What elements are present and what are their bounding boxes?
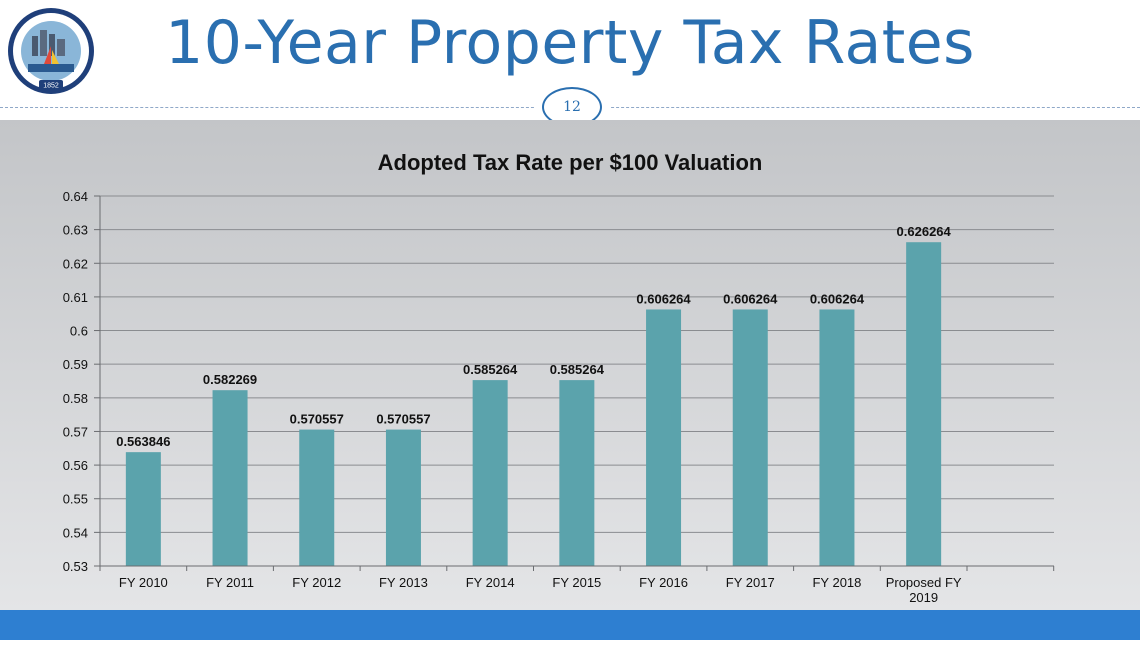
data-label: 0.626264 xyxy=(897,224,952,239)
data-label: 0.585264 xyxy=(463,362,518,377)
y-tick-label: 0.61 xyxy=(63,290,88,305)
bar xyxy=(906,242,942,566)
y-tick-label: 0.54 xyxy=(63,525,88,540)
bar xyxy=(125,452,161,566)
data-label: 0.606264 xyxy=(723,291,778,306)
x-tick-label: FY 2018 xyxy=(812,575,861,590)
bar xyxy=(385,429,421,566)
y-tick-label: 0.53 xyxy=(63,559,88,574)
x-tick-label: FY 2011 xyxy=(206,575,254,590)
bar xyxy=(646,309,682,566)
bar xyxy=(472,380,508,566)
y-tick-label: 0.58 xyxy=(63,391,88,406)
data-label: 0.570557 xyxy=(376,412,430,427)
data-label: 0.570557 xyxy=(290,412,344,427)
chart-title: Adopted Tax Rate per $100 Valuation xyxy=(378,150,763,175)
x-tick-label: FY 2014 xyxy=(466,575,515,590)
seal-year: 1852 xyxy=(43,83,59,90)
footer-bar xyxy=(0,610,1140,640)
bar xyxy=(819,309,855,566)
city-seal-logo: 1852 xyxy=(8,8,94,94)
bar xyxy=(299,429,335,566)
bar-chart: Adopted Tax Rate per $100 Valuation 0.53 0… xyxy=(63,150,1055,605)
y-tick-label: 0.64 xyxy=(63,189,88,204)
bar xyxy=(212,390,248,566)
x-tick-label: FY 2015 xyxy=(552,575,601,590)
y-tick-label: 0.55 xyxy=(63,492,88,507)
bar xyxy=(732,309,768,566)
y-tick-label: 0.56 xyxy=(63,458,88,473)
data-label: 0.582269 xyxy=(203,372,257,387)
x-tick-label: Proposed FY xyxy=(886,575,962,590)
x-tick-label: FY 2012 xyxy=(292,575,341,590)
x-tick-label: FY 2013 xyxy=(379,575,428,590)
x-tick-label: FY 2016 xyxy=(639,575,688,590)
x-tick-label: FY 2010 xyxy=(119,575,168,590)
y-tick-label: 0.57 xyxy=(63,424,88,439)
chart-panel: Adopted Tax Rate per $100 Valuation 0.53 0… xyxy=(0,120,1140,610)
y-tick-label: 0.59 xyxy=(63,357,88,372)
y-tick-label: 0.63 xyxy=(63,223,88,238)
bottom-strip xyxy=(0,640,1140,645)
data-label: 0.563846 xyxy=(116,434,170,449)
slide-header: 1852 10-Year Property Tax Rates 12 xyxy=(0,0,1140,132)
data-label: 0.606264 xyxy=(810,291,865,306)
data-label: 0.606264 xyxy=(636,291,691,306)
bar xyxy=(559,380,595,566)
data-label: 0.585264 xyxy=(550,362,605,377)
y-tick-label: 0.62 xyxy=(63,256,88,271)
x-tick-label: 2019 xyxy=(909,590,938,605)
y-tick-label: 0.6 xyxy=(70,324,88,339)
x-tick-label: FY 2017 xyxy=(726,575,775,590)
page-title: 10-Year Property Tax Rates xyxy=(165,8,975,78)
